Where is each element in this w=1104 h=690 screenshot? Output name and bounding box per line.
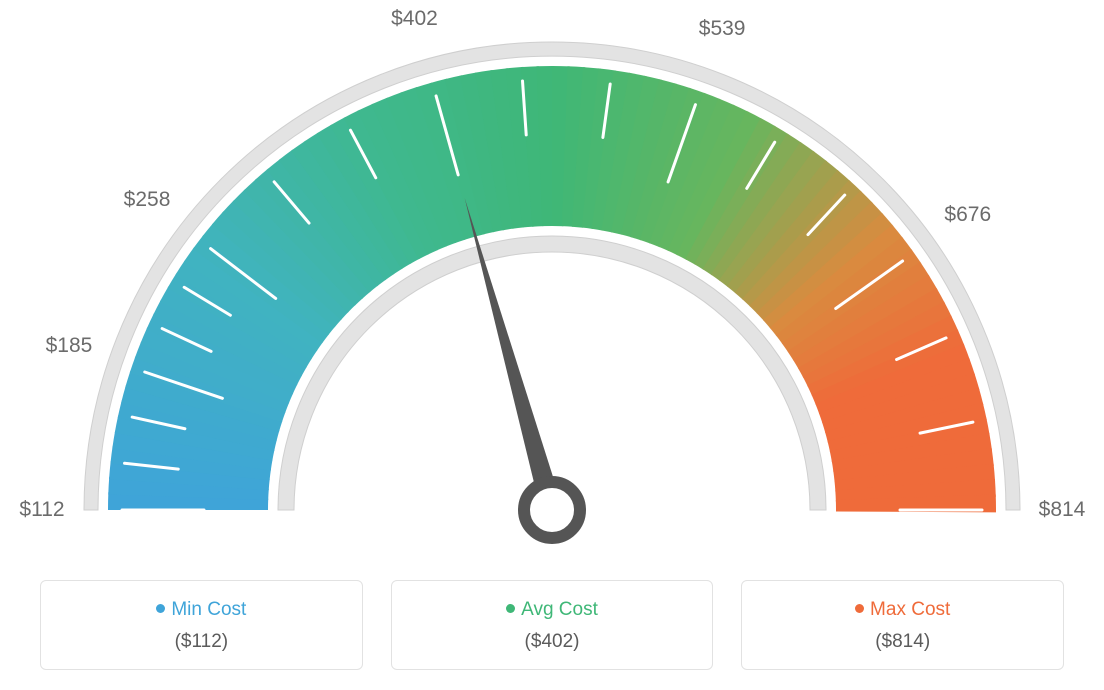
legend-row: Min Cost ($112) Avg Cost ($402) Max Cost ($81…	[40, 580, 1064, 670]
legend-card-title: Min Cost	[51, 599, 352, 621]
legend-label: Avg Cost	[521, 599, 598, 620]
gauge-tick-label: $112	[19, 498, 64, 522]
gauge-tick-label: $402	[391, 7, 438, 31]
gauge: $112 $185 $258 $402 $539 $676 $814	[0, 0, 1104, 560]
legend-label: Min Cost	[171, 599, 246, 620]
legend-dot-icon	[506, 604, 515, 613]
gauge-svg	[0, 0, 1104, 560]
gauge-tick-label: $258	[124, 188, 171, 212]
gauge-needle-hub	[524, 482, 580, 538]
legend-value: ($112)	[51, 631, 352, 653]
legend-card-title: Avg Cost	[402, 599, 703, 621]
legend-label: Max Cost	[870, 599, 950, 620]
legend-card-title: Max Cost	[752, 599, 1053, 621]
min-cost-card: Min Cost ($112)	[40, 580, 363, 670]
gauge-tick-label: $676	[944, 203, 991, 227]
gauge-tick-label: $185	[46, 334, 93, 358]
legend-value: ($814)	[752, 631, 1053, 653]
legend-value: ($402)	[402, 631, 703, 653]
legend-dot-icon	[156, 604, 165, 613]
avg-cost-card: Avg Cost ($402)	[391, 580, 714, 670]
gauge-tick-label: $814	[1039, 498, 1086, 522]
gauge-chart-container: $112 $185 $258 $402 $539 $676 $814 Min Cost ($1…	[0, 0, 1104, 690]
gauge-tick-label: $539	[699, 17, 746, 41]
legend-dot-icon	[855, 604, 864, 613]
max-cost-card: Max Cost ($814)	[741, 580, 1064, 670]
